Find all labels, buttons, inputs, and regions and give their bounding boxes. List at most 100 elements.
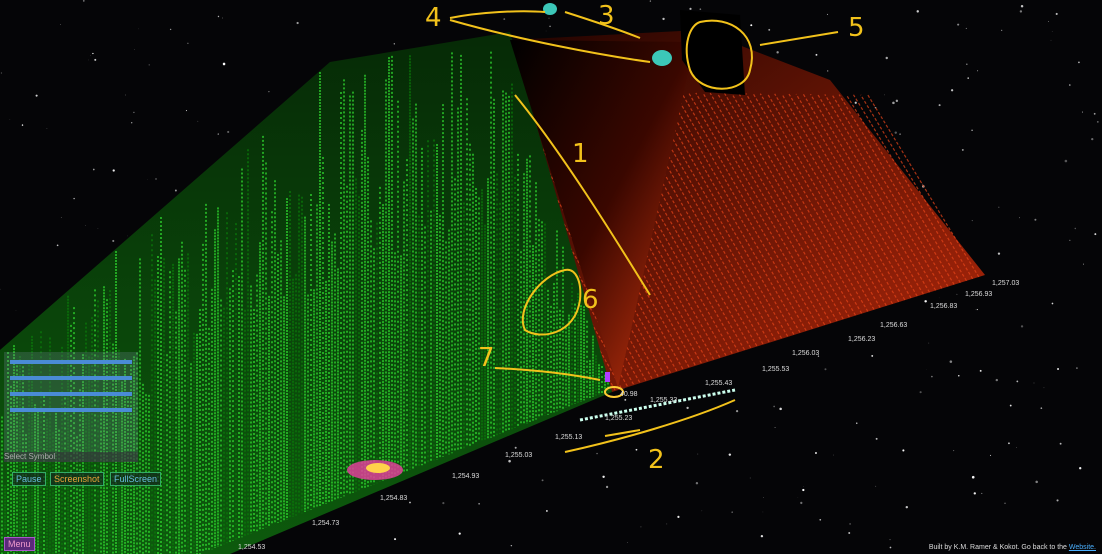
- star: [393, 43, 395, 45]
- star: [541, 479, 544, 482]
- tip-marker: [605, 372, 610, 382]
- star: [950, 89, 954, 92]
- star: [1091, 138, 1094, 141]
- star: [222, 62, 226, 66]
- star: [649, 0, 652, 2]
- symbol-select[interactable]: Select Symbol: [4, 452, 138, 462]
- star: [819, 518, 822, 521]
- ask-bar: [702, 92, 838, 322]
- arrow: [564, 11, 641, 39]
- annotation: 6: [582, 285, 599, 315]
- star: [1043, 387, 1045, 389]
- star: [1040, 407, 1043, 409]
- star: [478, 503, 480, 505]
- star: [596, 452, 598, 455]
- screenshot-button[interactable]: Screenshot: [50, 472, 104, 486]
- star: [197, 120, 199, 122]
- arrow: [449, 10, 546, 19]
- annotation: 2: [648, 445, 665, 475]
- star: [187, 42, 189, 44]
- star: [750, 24, 753, 27]
- price-label: 1,254.93: [452, 473, 479, 480]
- ask-bar: [845, 94, 961, 283]
- star: [768, 28, 771, 31]
- star: [854, 101, 857, 104]
- star: [776, 51, 779, 54]
- slider[interactable]: [10, 360, 132, 364]
- star: [815, 53, 818, 56]
- arrow: [759, 31, 839, 46]
- price-label: 1,254.53: [238, 544, 265, 551]
- ask-bar: [867, 94, 980, 278]
- annotation-strokes: [449, 10, 839, 453]
- star: [1016, 380, 1019, 383]
- star: [817, 355, 820, 357]
- star: [899, 133, 901, 135]
- star: [961, 148, 964, 151]
- star: [1093, 112, 1096, 115]
- star: [763, 497, 764, 498]
- spread-cone: [510, 40, 695, 388]
- star: [981, 492, 983, 494]
- star: [1078, 61, 1080, 64]
- ask-bar: [738, 93, 869, 312]
- slider[interactable]: [10, 376, 132, 380]
- star: [1094, 233, 1097, 236]
- footer-text: Built by K.M. Ramer & Kokot. Go back to …: [928, 544, 1067, 551]
- star: [1079, 467, 1082, 470]
- price-labels: 1,254.53 1,254.73 1,254.83 1,254.93 1,255.03…: [238, 280, 1019, 551]
- star: [884, 94, 885, 96]
- star: [640, 526, 642, 528]
- ask-bar: [852, 94, 968, 282]
- star: [1082, 263, 1084, 265]
- star: [892, 101, 895, 105]
- star: [971, 475, 975, 479]
- annotation: 5: [848, 13, 865, 43]
- star: [134, 49, 135, 50]
- star: [977, 70, 979, 72]
- menu-button[interactable]: Menu: [4, 537, 35, 551]
- footer-link[interactable]: Website.: [1068, 544, 1096, 551]
- star: [997, 252, 1001, 255]
- star: [97, 227, 99, 229]
- star: [728, 453, 732, 456]
- star: [624, 398, 627, 401]
- slider[interactable]: [10, 392, 132, 396]
- star: [174, 189, 177, 192]
- star: [871, 354, 874, 357]
- star: [1059, 442, 1062, 445]
- pause-button[interactable]: Pause: [12, 472, 46, 486]
- star: [227, 130, 230, 134]
- fullscreen-button[interactable]: FullScreen: [110, 472, 162, 486]
- star: [677, 515, 680, 519]
- ask-bar: [731, 93, 863, 314]
- star: [779, 407, 782, 411]
- star: [1064, 159, 1068, 163]
- ask-bar: [716, 92, 850, 318]
- star: [602, 475, 605, 479]
- star: [905, 505, 908, 509]
- star: [155, 178, 157, 180]
- annotation: 3: [598, 1, 615, 31]
- star: [1096, 120, 1099, 123]
- price-label: 1,256.83: [930, 303, 957, 310]
- star: [503, 18, 506, 21]
- ask-bar: [652, 92, 795, 335]
- annotation: 4: [425, 3, 442, 33]
- star: [1019, 10, 1023, 13]
- star: [681, 399, 682, 401]
- star: [627, 542, 628, 544]
- price-label: 1,256.03: [792, 350, 819, 357]
- star: [1051, 302, 1054, 305]
- ask-bar: [673, 92, 813, 329]
- star: [1050, 39, 1052, 41]
- star: [1001, 29, 1003, 32]
- star: [976, 308, 979, 311]
- star: [966, 63, 968, 65]
- star: [1055, 12, 1058, 16]
- star: [73, 197, 75, 200]
- star: [508, 459, 511, 463]
- price-label: 1,254.73: [312, 520, 339, 527]
- slider[interactable]: [10, 408, 132, 412]
